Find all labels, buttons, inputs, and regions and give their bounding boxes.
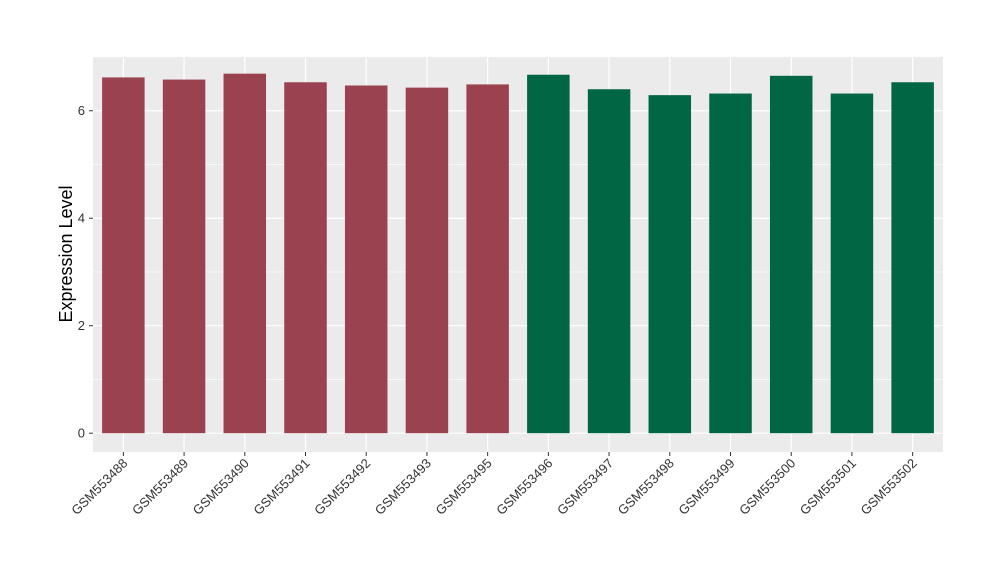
y-axis: 0 2 4 6 [78,103,93,441]
bar-GSM553488 [102,77,145,434]
bar-GSM553496 [527,74,570,434]
bar-GSM553493 [405,87,449,434]
bar-GSM553498 [648,95,692,434]
x-tick-label: GSM553496 [493,456,555,518]
x-tick-label: GSM553491 [250,456,312,518]
x-tick-label: GSM553488 [68,456,130,518]
bar-GSM553492 [344,85,388,434]
bar-GSM553490 [223,73,267,434]
y-tick-label: 0 [78,426,85,441]
y-tick-label: 4 [78,211,85,226]
x-tick-label: GSM553499 [675,456,737,518]
x-tick-label: GSM553490 [190,456,252,518]
x-tick-label: GSM553489 [129,456,191,518]
x-tick-label: GSM553492 [311,456,373,518]
x-tick-label: GSM553497 [554,456,616,518]
bar-GSM553489 [162,79,206,434]
x-tick-label: GSM553501 [797,456,859,518]
bar-GSM553502 [891,82,934,434]
bar-GSM553491 [284,82,327,434]
bar-GSM553495 [466,84,509,434]
y-tick-label: 6 [78,103,85,118]
y-axis-title: Expression Level [56,185,76,322]
x-tick-label: GSM553502 [858,456,920,518]
x-tick-label: GSM553500 [736,456,798,518]
bar-GSM553500 [769,75,813,434]
bar-GSM553497 [587,89,631,434]
y-tick-label: 2 [78,318,85,333]
x-tick-label: GSM553498 [615,456,677,518]
x-axis: GSM553488GSM553489GSM553490GSM553491GSM5… [68,452,920,518]
x-tick-label: GSM553495 [433,456,495,518]
plot-panel [93,57,943,452]
bars [102,73,934,434]
bar-GSM553501 [830,93,874,434]
bar-GSM553499 [709,93,752,434]
x-tick-label: GSM553493 [372,456,434,518]
